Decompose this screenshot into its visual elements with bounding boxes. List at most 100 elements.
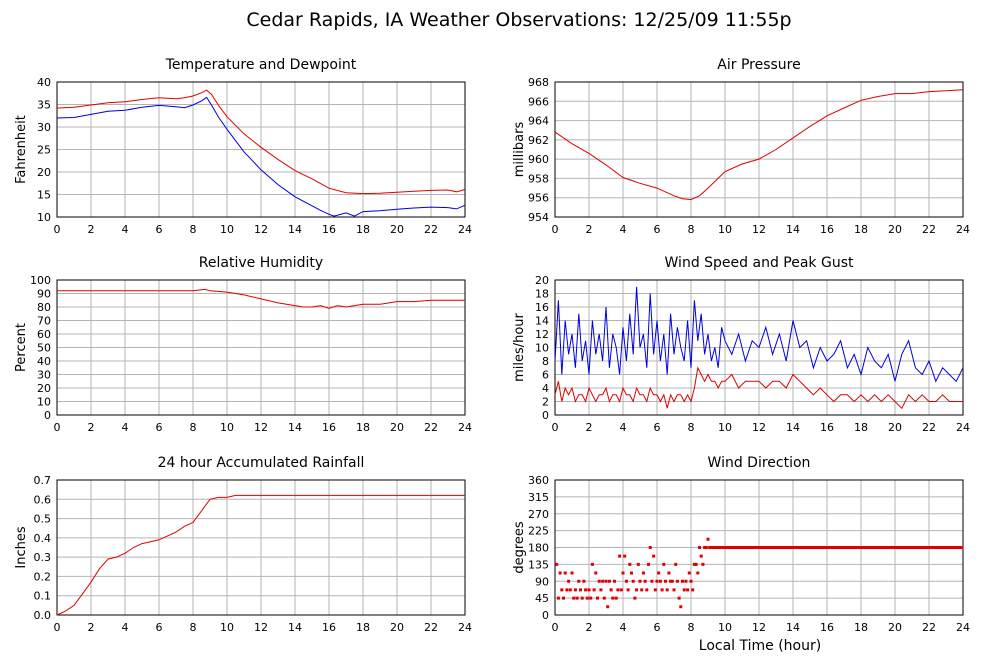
x-tick-label: 22 <box>424 421 438 434</box>
y-tick-label: 12 <box>535 328 549 341</box>
data-point <box>567 579 571 583</box>
x-tick-label: 22 <box>922 223 936 236</box>
data-point <box>681 579 684 583</box>
y-tick-label: 0.0 <box>34 609 52 622</box>
x-tick-label: 2 <box>586 421 593 434</box>
y-tick-label: 15 <box>37 189 51 202</box>
chart-wind: Wind Speed and Peak Gustmiles/hour024681… <box>512 255 970 434</box>
x-tick-label: 18 <box>356 223 370 236</box>
data-point <box>558 571 562 575</box>
data-point <box>616 588 620 592</box>
x-tick-label: 12 <box>254 621 268 634</box>
data-point <box>565 588 569 592</box>
x-tick-label: 10 <box>220 621 234 634</box>
data-point <box>587 588 591 592</box>
x-tick-label: 24 <box>956 621 970 634</box>
data-point <box>672 588 676 592</box>
y-tick-label: 90 <box>37 288 51 301</box>
x-tick-label: 0 <box>552 421 559 434</box>
data-point <box>703 546 707 549</box>
chart-title: Wind Speed and Peak Gust <box>665 255 854 271</box>
y-tick-label: 14 <box>535 315 549 328</box>
data-point <box>689 579 693 583</box>
data-point <box>679 605 683 609</box>
x-tick-label: 4 <box>122 421 129 434</box>
chart-title: Temperature and Dewpoint <box>165 57 357 73</box>
series-line-0 <box>56 494 465 616</box>
data-point <box>613 579 616 583</box>
x-tick-label: 4 <box>122 621 129 634</box>
x-tick-label: 14 <box>288 621 302 634</box>
data-point <box>682 588 686 592</box>
y-tick-label: 40 <box>37 355 51 368</box>
x-tick-label: 20 <box>390 421 404 434</box>
data-point <box>614 596 618 600</box>
x-tick-label: 2 <box>586 621 593 634</box>
y-tick-label: 35 <box>37 99 51 112</box>
data-point <box>694 562 698 566</box>
x-tick-label: 8 <box>190 421 197 434</box>
series-line-1 <box>554 366 963 410</box>
data-point <box>563 571 567 575</box>
chart-rain: 24 hour Accumulated Rainfall Inches 0.0 0.1… <box>14 455 472 634</box>
x-tick-label: 2 <box>88 223 95 236</box>
y-tick-label: 20 <box>37 166 51 179</box>
x-tick-label: 10 <box>220 421 234 434</box>
y-tick-label: 20 <box>535 274 549 287</box>
y-tick-label: 45 <box>535 592 549 605</box>
y-tick-label: 0.4 <box>34 532 52 545</box>
x-tick-label: 8 <box>688 621 695 634</box>
data-point <box>647 562 650 566</box>
data-point <box>626 588 630 592</box>
x-tick-label: 4 <box>620 223 627 236</box>
x-tick-label: 10 <box>718 421 732 434</box>
data-point <box>624 579 628 583</box>
x-tick-label: 10 <box>718 621 732 634</box>
data-point <box>641 571 645 575</box>
data-point <box>677 596 681 600</box>
y-tick-label: 954 <box>528 211 549 224</box>
data-point <box>636 562 640 566</box>
data-point <box>594 571 598 575</box>
x-tick-label: 12 <box>254 223 268 236</box>
x-tick-label: 24 <box>458 223 472 236</box>
x-tick-label: 6 <box>654 223 661 236</box>
y-tick-label: 100 <box>30 274 51 287</box>
y-tick-label: 0.2 <box>34 570 52 583</box>
chart-title: Wind Direction <box>708 455 811 471</box>
data-point <box>568 588 572 592</box>
data-point <box>706 537 710 541</box>
y-tick-label: 0.7 <box>34 474 52 487</box>
y-tick-label: 18 <box>535 288 549 301</box>
y-tick-label: 4 <box>542 382 549 395</box>
y-tick-label: 0 <box>44 409 51 422</box>
data-point <box>650 579 654 583</box>
data-point <box>577 579 581 583</box>
y-axis-label: degrees <box>512 521 527 574</box>
x-tick-label: 0 <box>552 223 559 236</box>
data-point <box>592 588 596 592</box>
y-tick-label: 90 <box>535 575 549 588</box>
chart-winddir: Wind Directiondegrees0459013518022527031… <box>512 455 970 634</box>
y-tick-label: 60 <box>37 328 51 341</box>
x-tick-label: 12 <box>752 621 766 634</box>
x-tick-label: 14 <box>288 421 302 434</box>
plot-frame <box>56 81 466 218</box>
y-tick-label: 0 <box>542 609 549 622</box>
data-point <box>674 562 678 566</box>
x-tick-label: 18 <box>854 621 868 634</box>
data-point <box>692 562 696 566</box>
y-tick-label: 6 <box>542 369 549 382</box>
x-tick-label: 16 <box>322 223 336 236</box>
y-tick-label: 180 <box>528 542 549 555</box>
x-tick-label: 10 <box>220 223 234 236</box>
data-point <box>633 596 637 600</box>
x-tick-label: 22 <box>922 421 936 434</box>
y-tick-label: 360 <box>528 474 549 487</box>
y-tick-label: 0.3 <box>34 551 52 564</box>
x-tick-label: 20 <box>888 621 902 634</box>
chart-temp: Temperature and DewpointFahrenheit101520… <box>14 57 472 236</box>
y-tick-label: 966 <box>528 95 549 108</box>
